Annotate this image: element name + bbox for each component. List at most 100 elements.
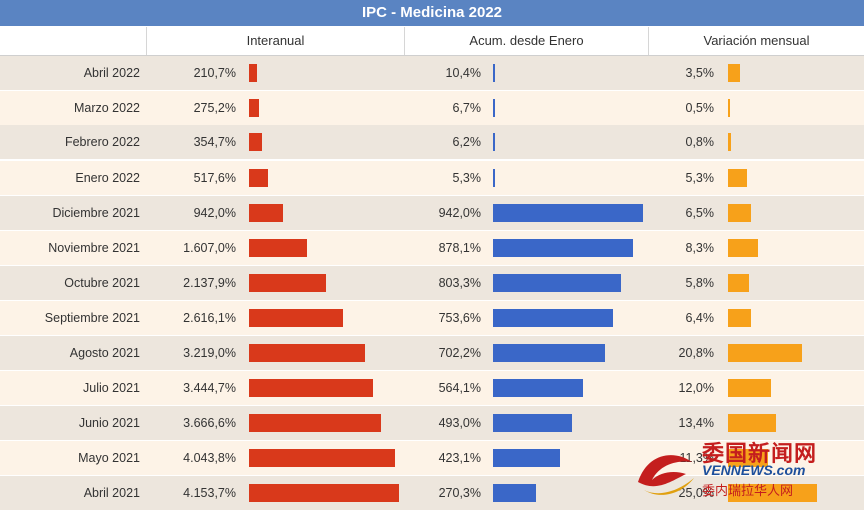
acum-bar: [493, 239, 633, 257]
mensual-bar: [728, 64, 741, 82]
acum-value-label: 803,3%: [438, 276, 481, 290]
acum-bar: [493, 379, 583, 397]
acum-value-label: 564,1%: [438, 381, 481, 395]
table-row: Enero 2022 517,6% 5,3% 5,3%: [0, 161, 864, 195]
mensual-value-label: 5,3%: [685, 171, 715, 185]
interanual-bar: [249, 484, 399, 502]
interanual-value-label: 3.219,0%: [183, 346, 236, 360]
interanual-value-label: 3.444,7%: [183, 381, 236, 395]
row-label: Septiembre 2021: [44, 311, 140, 325]
mensual-bar: [728, 344, 802, 362]
acum-bar: [493, 204, 643, 222]
mensual-value-label: 0,8%: [685, 135, 715, 149]
table-row: Julio 2021 3.444,7% 564,1% 12,0%: [0, 371, 864, 405]
mensual-value-label: 0,5%: [685, 101, 715, 115]
mensual-bar: [728, 309, 751, 327]
row-label: Noviembre 2021: [48, 241, 140, 255]
interanual-value-label: 3.666,6%: [183, 416, 236, 430]
mensual-bar: [728, 449, 769, 467]
header-acum: Acum. desde Enero: [405, 27, 649, 55]
mensual-bar: [728, 133, 731, 151]
row-label: Agosto 2021: [69, 346, 140, 360]
row-label: Mayo 2021: [78, 451, 140, 465]
chart-title: IPC - Medicina 2022: [0, 0, 864, 26]
header-mensual: Variación mensual: [649, 27, 864, 55]
mensual-bar: [728, 484, 817, 502]
table-row: Marzo 2022 275,2% 6,7% 0,5%: [0, 91, 864, 125]
table-row: Abril 2021 4.153,7% 270,3% 25,0%: [0, 476, 864, 510]
watermark-line1: 委国新闻网: [702, 441, 818, 466]
mensual-value-label: 6,5%: [685, 206, 715, 220]
interanual-bar: [249, 309, 344, 327]
row-label: Julio 2021: [83, 381, 140, 395]
row-label: Abril 2021: [83, 486, 140, 500]
mensual-bar: [728, 204, 752, 222]
acum-value-label: 878,1%: [438, 241, 481, 255]
mensual-bar: [728, 239, 758, 257]
acum-bar: [493, 414, 572, 432]
interanual-bar: [249, 64, 257, 82]
acum-bar: [493, 64, 495, 82]
table-row: Mayo 2021 4.043,8% 423,1% 11,3%: [0, 441, 864, 475]
row-label: Junio 2021: [78, 416, 140, 430]
watermark: 委国新闻网 VENNEWS.com 委内瑞拉华人网: [630, 436, 860, 504]
mensual-value-label: 25,0%: [678, 486, 714, 500]
acum-bar: [493, 99, 495, 117]
acum-value-label: 942,0%: [438, 206, 481, 220]
row-label: Febrero 2022: [64, 135, 140, 149]
acum-bar: [493, 133, 495, 151]
interanual-value-label: 1.607,0%: [183, 241, 236, 255]
interanual-bar: [249, 379, 374, 397]
acum-value-label: 702,2%: [438, 346, 481, 360]
mensual-bar: [728, 99, 730, 117]
interanual-bar: [249, 239, 308, 257]
acum-value-label: 10,4%: [445, 66, 481, 80]
acum-value-label: 6,7%: [452, 101, 482, 115]
row-label: Diciembre 2021: [52, 206, 140, 220]
table-row: Agosto 2021 3.219,0% 702,2% 20,8%: [0, 336, 864, 370]
interanual-value-label: 275,2%: [193, 101, 236, 115]
acum-value-label: 753,6%: [438, 311, 481, 325]
interanual-value-label: 210,7%: [193, 66, 236, 80]
row-label: Octubre 2021: [64, 276, 140, 290]
interanual-bar: [249, 99, 259, 117]
interanual-bar: [249, 414, 382, 432]
acum-bar: [493, 274, 621, 292]
table-row: Octubre 2021 2.137,9% 803,3% 5,8%: [0, 266, 864, 300]
table-row: Noviembre 2021 1.607,0% 878,1% 8,3%: [0, 231, 864, 265]
table-row: Febrero 2022 354,7% 6,2% 0,8%: [0, 125, 864, 159]
interanual-bar: [249, 204, 284, 222]
interanual-value-label: 4.043,8%: [183, 451, 236, 465]
row-label: Abril 2022: [83, 66, 140, 80]
watermark-line2: VENNEWS.com: [702, 462, 806, 478]
acum-value-label: 423,1%: [438, 451, 481, 465]
interanual-value-label: 354,7%: [193, 135, 236, 149]
acum-value-label: 493,0%: [438, 416, 481, 430]
acum-value-label: 6,2%: [452, 135, 482, 149]
mensual-value-label: 13,4%: [678, 416, 714, 430]
interanual-bar: [249, 449, 396, 467]
mensual-value-label: 20,8%: [678, 346, 714, 360]
acum-bar: [493, 484, 537, 502]
header-divider: [0, 55, 864, 56]
interanual-value-label: 2.616,1%: [183, 311, 236, 325]
acum-bar: [493, 169, 495, 187]
watermark-line3: 委内瑞拉华人网: [702, 483, 794, 498]
interanual-bar: [249, 169, 268, 187]
table-row: Diciembre 2021 942,0% 942,0% 6,5%: [0, 196, 864, 230]
row-label: Enero 2022: [75, 171, 140, 185]
mensual-bar: [728, 169, 747, 187]
acum-value-label: 270,3%: [438, 486, 481, 500]
interanual-bar: [249, 344, 366, 362]
table-row: Septiembre 2021 2.616,1% 753,6% 6,4%: [0, 301, 864, 335]
table-row: Abril 2022 210,7% 10,4% 3,5%: [0, 56, 864, 90]
mensual-value-label: 12,0%: [678, 381, 714, 395]
interanual-value-label: 517,6%: [193, 171, 236, 185]
header-blank: [0, 27, 147, 55]
watermark-logo-icon: [638, 455, 694, 495]
mensual-bar: [728, 274, 749, 292]
table-row: Junio 2021 3.666,6% 493,0% 13,4%: [0, 406, 864, 440]
interanual-value-label: 4.153,7%: [183, 486, 236, 500]
interanual-value-label: 2.137,9%: [183, 276, 236, 290]
mensual-bar: [728, 414, 776, 432]
